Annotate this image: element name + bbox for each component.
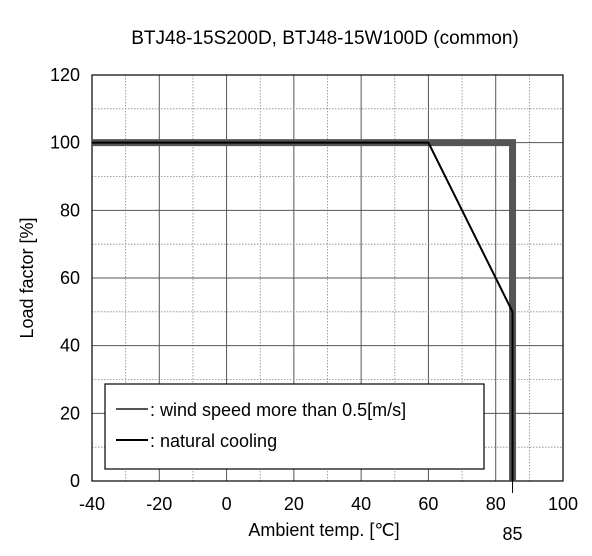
y-tick-label: 120: [50, 65, 80, 85]
x-tick-label: -40: [79, 494, 105, 514]
x-tick-label: 0: [222, 494, 232, 514]
x-tick-label: 20: [284, 494, 304, 514]
x-tick-label: 40: [351, 494, 371, 514]
y-tick-label: 40: [60, 336, 80, 356]
series-line-1: [92, 141, 514, 481]
x-axis-label: Ambient temp. [℃]: [248, 520, 399, 540]
x-tick-label: 100: [548, 494, 578, 514]
y-tick-label: 20: [60, 403, 80, 423]
y-tick-label: 0: [70, 471, 80, 491]
legend-box: [104, 383, 485, 470]
plot-frame: [91, 74, 564, 482]
extra-tick-label: 85: [503, 524, 523, 544]
y-tick-label: 60: [60, 268, 80, 288]
y-axis-label: Load factor [%]: [17, 217, 37, 338]
x-tick-label: 60: [418, 494, 438, 514]
x-tick-label: 80: [486, 494, 506, 514]
legend-label-wind-speed: : wind speed more than 0.5[m/s]: [150, 400, 406, 420]
y-tick-label: 100: [50, 133, 80, 153]
chart-title: BTJ48-15S200D, BTJ48-15W100D (common): [131, 28, 519, 49]
legend: : wind speed more than 0.5[m/s] : natura…: [104, 383, 485, 470]
series-layer: [92, 139, 517, 481]
y-axis: 0 20 40 60 80 100 120: [50, 65, 80, 491]
x-tick-label: -20: [146, 494, 172, 514]
y-tick-label: 80: [60, 200, 80, 220]
x-axis: -40 -20 0 20 40 60 80 100 85: [79, 481, 578, 544]
legend-label-natural-cooling: : natural cooling: [150, 431, 277, 451]
